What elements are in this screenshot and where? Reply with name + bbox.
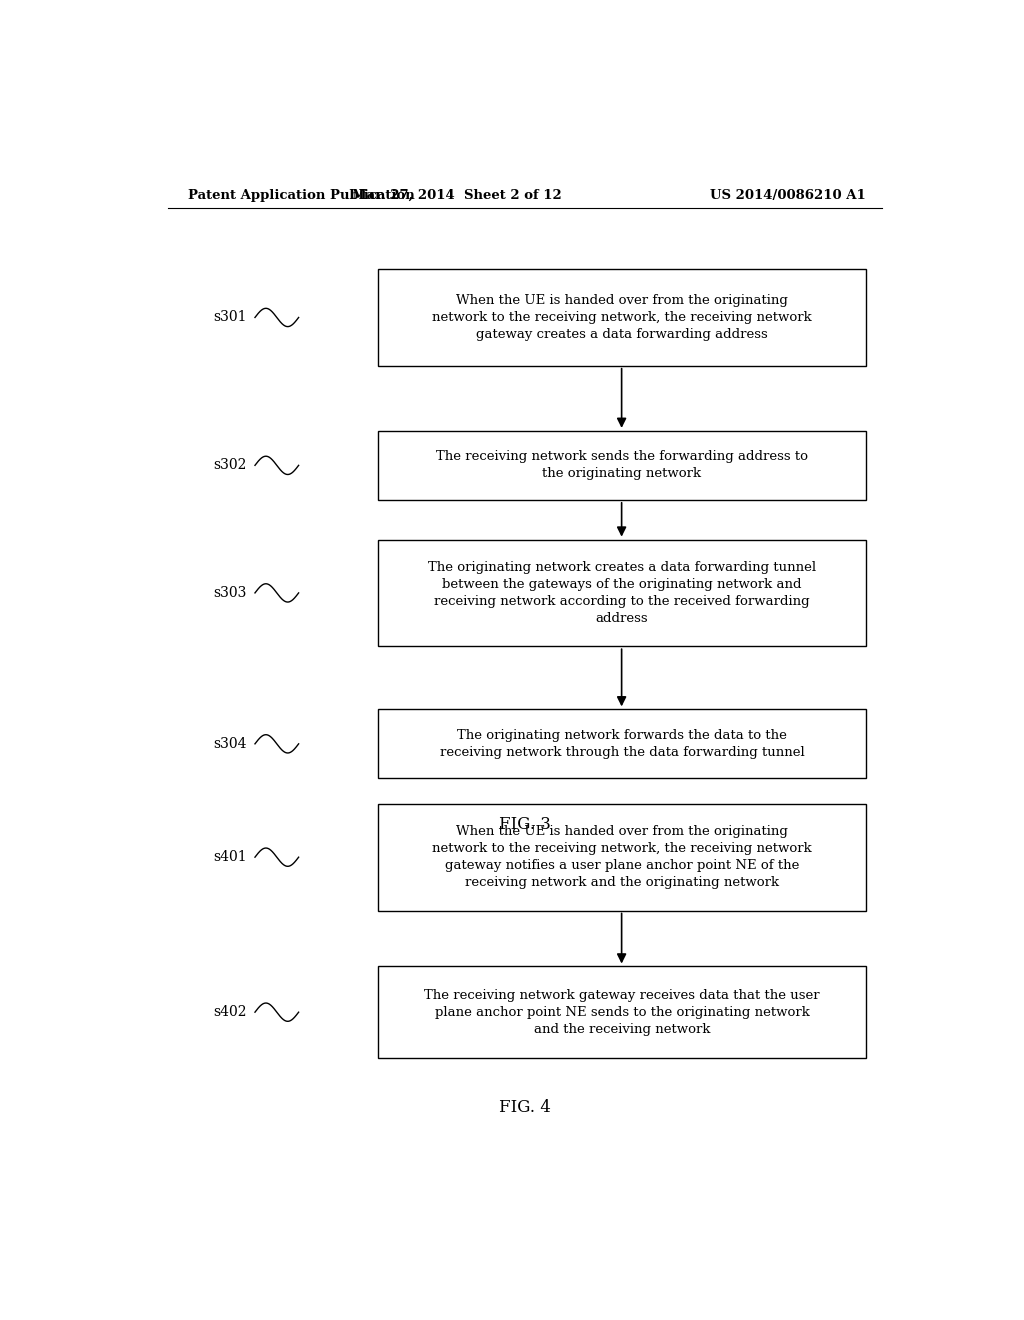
Text: Patent Application Publication: Patent Application Publication bbox=[187, 189, 415, 202]
FancyBboxPatch shape bbox=[378, 269, 866, 366]
Text: US 2014/0086210 A1: US 2014/0086210 A1 bbox=[711, 189, 866, 202]
Text: s302: s302 bbox=[214, 458, 247, 473]
FancyBboxPatch shape bbox=[378, 966, 866, 1057]
Text: s304: s304 bbox=[214, 737, 247, 751]
Text: Mar. 27, 2014  Sheet 2 of 12: Mar. 27, 2014 Sheet 2 of 12 bbox=[352, 189, 562, 202]
FancyBboxPatch shape bbox=[378, 709, 866, 779]
Text: s303: s303 bbox=[214, 586, 247, 599]
Text: When the UE is handed over from the originating
network to the receiving network: When the UE is handed over from the orig… bbox=[432, 825, 812, 890]
Text: The receiving network sends the forwarding address to
the originating network: The receiving network sends the forwardi… bbox=[436, 450, 808, 480]
Text: The originating network forwards the data to the
receiving network through the d: The originating network forwards the dat… bbox=[439, 729, 805, 759]
FancyBboxPatch shape bbox=[378, 430, 866, 500]
FancyBboxPatch shape bbox=[378, 804, 866, 911]
Text: s401: s401 bbox=[213, 850, 247, 865]
Text: FIG. 3: FIG. 3 bbox=[499, 816, 551, 833]
Text: s301: s301 bbox=[214, 310, 247, 325]
Text: The receiving network gateway receives data that the user
plane anchor point NE : The receiving network gateway receives d… bbox=[424, 989, 820, 1036]
Text: When the UE is handed over from the originating
network to the receiving network: When the UE is handed over from the orig… bbox=[432, 294, 812, 341]
FancyBboxPatch shape bbox=[378, 540, 866, 647]
Text: FIG. 4: FIG. 4 bbox=[499, 1098, 551, 1115]
Text: s402: s402 bbox=[214, 1005, 247, 1019]
Text: The originating network creates a data forwarding tunnel
between the gateways of: The originating network creates a data f… bbox=[428, 561, 816, 624]
